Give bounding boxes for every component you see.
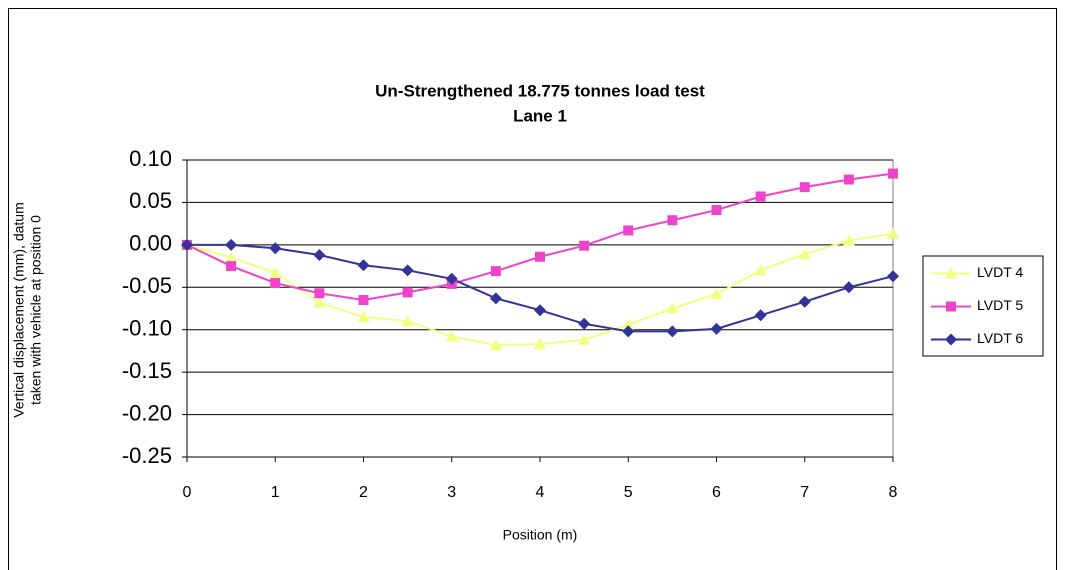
legend-marker xyxy=(945,267,957,279)
legend-marker xyxy=(945,333,957,346)
point xyxy=(887,227,899,239)
point xyxy=(225,251,238,263)
point xyxy=(754,264,767,276)
y-tick-label: -0.20 xyxy=(122,400,172,425)
point xyxy=(313,296,326,308)
point xyxy=(314,288,325,299)
x-axis-label: Position (m) xyxy=(503,527,578,543)
y-axis-label: Vertical displacement (mm), datum xyxy=(11,202,27,418)
y-tick-label: -0.05 xyxy=(122,273,172,298)
point xyxy=(445,330,458,342)
point xyxy=(226,261,237,272)
y-axis-label: taken with vehicle at position 0 xyxy=(28,215,44,405)
point xyxy=(269,242,282,255)
point xyxy=(269,266,282,278)
y-tick-label: -0.15 xyxy=(122,358,172,383)
point xyxy=(754,309,767,322)
chart-title: Un-Strengthened 18.775 tonnes load test xyxy=(375,81,705,100)
point xyxy=(579,240,590,251)
point xyxy=(489,292,502,305)
point xyxy=(270,278,281,289)
y-tick-label: -0.10 xyxy=(122,316,172,341)
point xyxy=(666,302,679,314)
point xyxy=(710,322,723,335)
legend-label: LVDT 6 xyxy=(977,330,1023,346)
legend-label: LVDT 5 xyxy=(977,297,1023,313)
point xyxy=(225,238,238,251)
y-tick-label: -0.25 xyxy=(122,443,172,468)
point xyxy=(710,288,723,300)
point xyxy=(798,248,811,260)
point xyxy=(842,234,855,246)
legend-label: LVDT 4 xyxy=(977,264,1023,280)
point xyxy=(445,272,458,285)
point xyxy=(623,225,634,236)
x-tick-label: 8 xyxy=(889,484,898,501)
x-tick-label: 5 xyxy=(624,484,633,501)
point xyxy=(489,338,502,350)
x-tick-label: 6 xyxy=(712,484,721,501)
point xyxy=(534,338,546,350)
x-tick-label: 1 xyxy=(271,484,280,501)
point xyxy=(887,270,899,283)
point xyxy=(622,325,635,338)
point xyxy=(358,295,369,306)
point xyxy=(490,266,501,277)
point xyxy=(667,215,678,226)
point xyxy=(401,264,414,277)
point xyxy=(755,191,766,202)
chart-subtitle: Lane 1 xyxy=(513,106,567,125)
point xyxy=(535,251,545,262)
x-tick-label: 0 xyxy=(183,484,192,501)
x-tick-label: 2 xyxy=(359,484,368,501)
point xyxy=(888,168,898,179)
point xyxy=(402,287,413,298)
x-tick-label: 3 xyxy=(447,484,456,501)
legend-marker xyxy=(946,301,956,312)
point xyxy=(313,249,326,262)
point xyxy=(578,317,591,330)
point xyxy=(842,281,855,294)
y-tick-label: 0.10 xyxy=(129,146,172,171)
point xyxy=(666,325,679,338)
y-tick-label: 0.05 xyxy=(129,188,172,213)
point xyxy=(798,295,811,308)
x-tick-label: 4 xyxy=(536,484,545,501)
point xyxy=(578,333,591,345)
y-tick-label: 0.00 xyxy=(129,231,172,256)
point xyxy=(711,205,722,216)
point xyxy=(181,238,193,251)
x-tick-label: 7 xyxy=(800,484,809,501)
point xyxy=(843,174,854,185)
point xyxy=(401,315,414,327)
point xyxy=(799,182,810,193)
point xyxy=(357,310,370,322)
point xyxy=(534,304,546,317)
point xyxy=(357,259,370,272)
point xyxy=(622,318,635,330)
